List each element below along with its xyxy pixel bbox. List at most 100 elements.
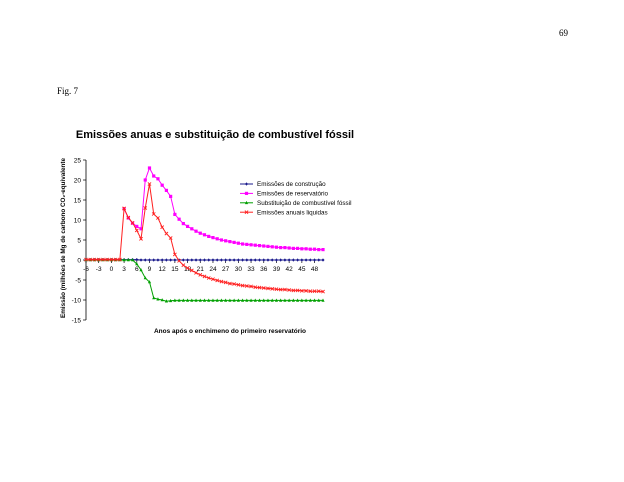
- data-point: [287, 258, 291, 262]
- data-point: [181, 263, 186, 268]
- data-point: [304, 258, 308, 262]
- data-point: [160, 225, 165, 230]
- data-point: [147, 182, 152, 186]
- data-point: [308, 258, 312, 262]
- data-point: [117, 257, 122, 262]
- data-point: [164, 231, 169, 236]
- x-axis-label: Anos após o enchimeno do primeiro reserv…: [154, 328, 306, 335]
- data-point: [249, 243, 253, 247]
- y-tick-label: 15: [74, 197, 82, 204]
- data-point: [223, 280, 228, 285]
- data-point: [134, 228, 139, 233]
- x-tick-label: 0: [110, 266, 114, 273]
- data-point: [185, 258, 190, 262]
- legend-marker: [244, 200, 249, 205]
- data-point: [206, 276, 211, 280]
- data-point: [253, 258, 257, 262]
- data-point: [249, 298, 253, 302]
- data-point: [266, 286, 270, 291]
- data-point: [198, 258, 202, 262]
- legend-label: Substituição de combustível fóssil: [257, 200, 352, 207]
- data-point: [194, 258, 198, 262]
- data-point: [308, 289, 313, 294]
- data-point: [312, 258, 317, 262]
- legend-label: Emissões anuais liquidas: [257, 209, 328, 216]
- data-point: [300, 258, 304, 262]
- data-point: [299, 288, 304, 293]
- data-point: [92, 257, 97, 262]
- data-point: [135, 224, 139, 228]
- data-point: [143, 258, 147, 262]
- data-point: [257, 285, 262, 290]
- data-point: [240, 283, 245, 288]
- data-point: [177, 258, 182, 263]
- data-point: [105, 257, 110, 262]
- data-point: [317, 258, 321, 262]
- data-point: [262, 258, 266, 262]
- data-point: [228, 240, 232, 244]
- data-point: [135, 262, 139, 266]
- legend-marker: [244, 182, 249, 186]
- data-point: [317, 248, 321, 252]
- data-point: [236, 282, 241, 287]
- data-point: [283, 258, 287, 262]
- data-point: [202, 258, 207, 262]
- data-point: [101, 257, 105, 262]
- data-point: [291, 298, 295, 302]
- data-point: [245, 258, 249, 262]
- y-tick-label: -10: [72, 297, 82, 304]
- data-point: [278, 287, 283, 292]
- data-point: [304, 247, 308, 251]
- y-tick-label: 20: [74, 177, 82, 184]
- data-point: [139, 268, 143, 272]
- data-point: [143, 206, 148, 210]
- data-point: [164, 299, 169, 303]
- data-point: [321, 289, 325, 294]
- data-point: [296, 298, 300, 302]
- data-point: [253, 298, 257, 302]
- data-point: [194, 298, 198, 302]
- data-point: [227, 281, 232, 286]
- page-number: 69: [559, 28, 568, 38]
- x-tick-label: 39: [273, 266, 281, 273]
- data-point: [282, 287, 287, 292]
- data-point: [245, 242, 249, 246]
- data-point: [156, 297, 160, 301]
- data-point: [295, 288, 300, 293]
- data-point: [202, 233, 207, 237]
- legend-marker: [244, 191, 249, 195]
- data-point: [321, 258, 325, 262]
- x-tick-label: 18: [184, 266, 192, 273]
- data-point: [169, 298, 173, 303]
- x-tick-label: 33: [247, 266, 255, 273]
- data-point: [257, 244, 262, 248]
- data-point: [312, 247, 317, 251]
- data-point: [160, 298, 164, 302]
- y-tick-label: 0: [77, 257, 81, 264]
- data-point: [312, 298, 317, 302]
- y-tick-label: 5: [77, 237, 81, 244]
- data-point: [169, 258, 173, 262]
- data-point: [156, 258, 160, 262]
- x-tick-label: 30: [235, 266, 243, 273]
- data-point: [190, 258, 194, 262]
- data-point: [270, 258, 274, 262]
- data-point: [135, 258, 139, 262]
- data-point: [249, 284, 253, 289]
- data-point: [185, 298, 190, 302]
- data-point: [202, 274, 207, 279]
- data-point: [270, 286, 275, 291]
- data-point: [194, 270, 198, 275]
- data-point: [244, 284, 249, 288]
- series-2: [122, 166, 325, 252]
- data-point: [261, 286, 266, 290]
- x-tick-label: -3: [96, 266, 102, 273]
- data-point: [287, 246, 291, 250]
- x-tick-label: 36: [260, 266, 268, 273]
- data-point: [312, 289, 317, 294]
- data-point: [185, 224, 190, 228]
- data-point: [308, 298, 312, 302]
- data-point: [274, 245, 279, 249]
- data-point: [291, 246, 295, 250]
- data-point: [232, 282, 237, 286]
